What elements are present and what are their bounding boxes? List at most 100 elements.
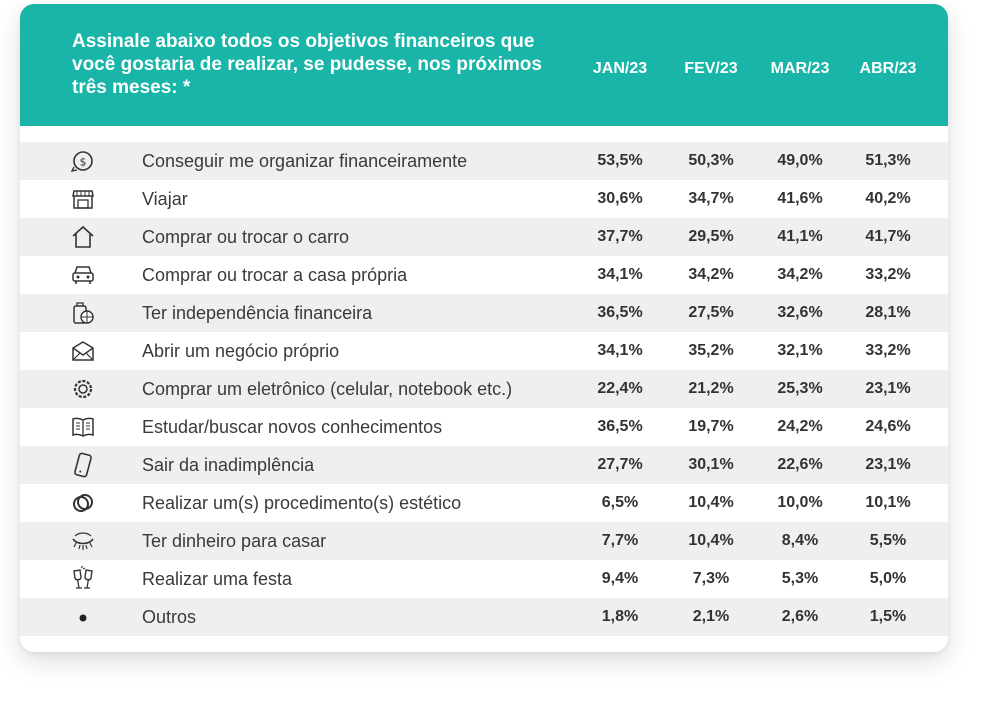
data-cell: 34,7% bbox=[688, 190, 734, 207]
data-cell: 34,1% bbox=[597, 266, 643, 283]
row-label: Abrir um negócio próprio bbox=[142, 341, 340, 361]
dot-icon bbox=[70, 604, 96, 630]
table-row: Ter independência financeira 36,5% 27,5% 32… bbox=[20, 294, 948, 332]
row-label: Outros bbox=[142, 607, 197, 627]
data-cell: 27,5% bbox=[688, 304, 734, 321]
data-cell: 29,5% bbox=[688, 228, 734, 245]
car-icon bbox=[70, 262, 96, 288]
row-label: Realizar um(s) procedimento(s) estético bbox=[142, 493, 462, 513]
eye-lashes-icon bbox=[70, 528, 96, 554]
data-cell: 10,1% bbox=[865, 494, 911, 511]
envelope-icon bbox=[70, 338, 96, 364]
row-label: Ter dinheiro para casar bbox=[142, 531, 327, 551]
data-cell: 10,0% bbox=[777, 494, 823, 511]
table-row: Realizar uma festa 9,4% 7,3% 5,3% 5,0% bbox=[20, 560, 948, 598]
column-header-fev: FEV/23 bbox=[684, 60, 738, 77]
data-cell: 7,3% bbox=[692, 570, 730, 587]
data-cell: 5,3% bbox=[781, 570, 819, 587]
data-cell: 30,6% bbox=[597, 190, 643, 207]
row-label: Estudar/buscar novos conhecimentos bbox=[142, 417, 443, 437]
money-cycle-icon: $ bbox=[70, 148, 96, 174]
data-cell: 41,6% bbox=[777, 190, 823, 207]
row-label: Viajar bbox=[142, 189, 188, 209]
data-cell: 6,5% bbox=[601, 494, 639, 511]
table-row: Ter dinheiro para casar 7,7% 10,4% 8,4% 5,5% bbox=[20, 522, 948, 560]
data-cell: 21,2% bbox=[688, 380, 734, 397]
data-cell: 27,7% bbox=[597, 456, 643, 473]
table-row: Estudar/buscar novos conhecimentos 36,5% 1… bbox=[20, 408, 948, 446]
column-header-mar: MAR/23 bbox=[770, 60, 830, 77]
table-row: Realizar um(s) procedimento(s) estético 6… bbox=[20, 484, 948, 522]
data-cell: 10,4% bbox=[688, 532, 734, 549]
table-row: Comprar ou trocar o carro 37,7% 29,5% 41,1%… bbox=[20, 218, 948, 256]
open-book-icon bbox=[70, 414, 96, 440]
gear-badge-icon bbox=[70, 376, 96, 402]
row-label: Ter independência financeira bbox=[142, 303, 373, 323]
data-cell: 28,1% bbox=[865, 304, 911, 321]
data-cell: 1,8% bbox=[601, 608, 639, 625]
data-cell: 50,3% bbox=[688, 152, 734, 169]
data-cell: 37,7% bbox=[597, 228, 643, 245]
data-cell: 23,1% bbox=[865, 456, 911, 473]
data-cell: 34,2% bbox=[777, 266, 823, 283]
data-cell: 36,5% bbox=[597, 418, 643, 435]
row-label: Comprar ou trocar o carro bbox=[142, 227, 350, 247]
data-cell: 24,6% bbox=[865, 418, 911, 435]
smartphone-icon bbox=[70, 452, 96, 478]
rings-icon bbox=[70, 490, 96, 516]
table-row: Sair da inadimplência 27,7% 30,1% 22,6% 23,1… bbox=[20, 446, 948, 484]
column-header-jan: JAN/23 bbox=[592, 60, 648, 77]
table-row: Comprar ou trocar a casa própria 34,1% 34,… bbox=[20, 256, 948, 294]
table-row: Abrir um negócio próprio 34,1% 35,2% 32,1% 3… bbox=[20, 332, 948, 370]
table-header: Assinale abaixo todos os objetivos finan… bbox=[20, 4, 948, 126]
data-cell: 9,4% bbox=[601, 570, 639, 587]
table-body: $ Conseguir me organizar financeiramente 5… bbox=[20, 142, 948, 636]
data-cell: 51,3% bbox=[865, 152, 911, 169]
data-cell: 49,0% bbox=[777, 152, 823, 169]
data-cell: 19,7% bbox=[688, 418, 734, 435]
data-cell: 33,2% bbox=[865, 266, 911, 283]
data-cell: 1,5% bbox=[869, 608, 907, 625]
data-cell: 40,2% bbox=[865, 190, 911, 207]
data-cell: 8,4% bbox=[781, 532, 819, 549]
data-cell: 22,4% bbox=[597, 380, 643, 397]
data-cell: 25,3% bbox=[777, 380, 823, 397]
data-cell: 2,1% bbox=[692, 608, 730, 625]
data-cell: 5,5% bbox=[869, 532, 907, 549]
data-cell: 24,2% bbox=[777, 418, 823, 435]
data-cell: 7,7% bbox=[601, 532, 639, 549]
data-cell: 35,2% bbox=[688, 342, 734, 359]
table-row: Comprar um eletrônico (celular, notebook… bbox=[20, 370, 948, 408]
data-cell: 30,1% bbox=[688, 456, 734, 473]
data-cell: 33,2% bbox=[865, 342, 911, 359]
data-cell: 22,6% bbox=[777, 456, 823, 473]
svg-text:$: $ bbox=[80, 156, 87, 169]
data-cell: 32,1% bbox=[777, 342, 823, 359]
row-label: Comprar ou trocar a casa própria bbox=[142, 265, 408, 285]
row-label: Sair da inadimplência bbox=[142, 455, 315, 475]
luggage-globe-icon bbox=[70, 300, 96, 326]
row-label: Realizar uma festa bbox=[142, 569, 293, 589]
data-cell: 32,6% bbox=[777, 304, 823, 321]
data-cell: 2,6% bbox=[781, 608, 819, 625]
table-row: $ Conseguir me organizar financeiramente 5… bbox=[20, 142, 948, 180]
data-cell: 41,7% bbox=[865, 228, 911, 245]
data-cell: 10,4% bbox=[688, 494, 734, 511]
data-cell: 41,1% bbox=[777, 228, 823, 245]
house-icon bbox=[70, 224, 96, 250]
storefront-icon bbox=[70, 186, 96, 212]
data-cell: 53,5% bbox=[597, 152, 643, 169]
data-cell: 34,2% bbox=[688, 266, 734, 283]
data-cell: 5,0% bbox=[869, 570, 907, 587]
table-row: Outros 1,8% 2,1% 2,6% 1,5% bbox=[20, 598, 948, 636]
table-row: Viajar 30,6% 34,7% 41,6% 40,2% bbox=[20, 180, 948, 218]
data-cell: 36,5% bbox=[597, 304, 643, 321]
toast-glasses-icon bbox=[70, 566, 96, 592]
question-title: Assinale abaixo todos os objetivos finan… bbox=[72, 31, 542, 98]
data-cell: 23,1% bbox=[865, 380, 911, 397]
data-cell: 34,1% bbox=[597, 342, 643, 359]
row-label: Comprar um eletrônico (celular, notebook… bbox=[142, 379, 513, 399]
row-label: Conseguir me organizar financeiramente bbox=[142, 151, 468, 171]
column-header-abr: ABR/23 bbox=[859, 60, 917, 77]
survey-table-card: Assinale abaixo todos os objetivos finan… bbox=[20, 4, 948, 652]
